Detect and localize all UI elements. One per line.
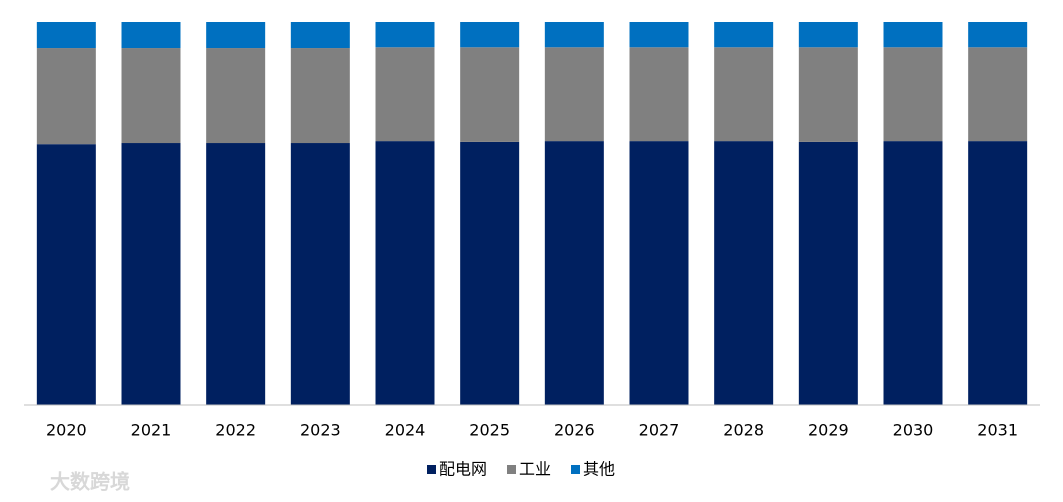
bar-segment (375, 141, 435, 405)
bar-segment (290, 143, 350, 405)
bar-segment (121, 22, 181, 49)
bar-segment (883, 47, 943, 142)
x-tick-label: 2030 (893, 421, 934, 440)
x-tick-label: 2031 (977, 421, 1018, 440)
bar-segment (968, 141, 1028, 405)
bar-segment (798, 47, 858, 142)
bar-segment (629, 141, 689, 405)
bar-segment (883, 22, 943, 48)
x-tick-label: 2020 (46, 421, 87, 440)
bar-segment (460, 47, 520, 142)
bar-segment (544, 141, 604, 405)
bar-segment (714, 141, 774, 405)
bar-segment (121, 143, 181, 405)
bar-segment (714, 22, 774, 48)
legend-swatch (427, 465, 436, 474)
bar-segment (206, 143, 266, 405)
bar-segment (968, 47, 1028, 142)
x-tick-label: 2021 (131, 421, 172, 440)
x-tick-label: 2022 (215, 421, 256, 440)
legend-swatch (507, 465, 516, 474)
x-tick-label: 2028 (723, 421, 764, 440)
bar-segment (714, 47, 774, 142)
bar-segment (629, 22, 689, 48)
bar-segment (460, 22, 520, 48)
bar-segment (290, 22, 350, 49)
bar-segment (36, 48, 96, 145)
bar-segment (460, 141, 520, 405)
bar-segment (544, 47, 604, 142)
x-tick-label: 2023 (300, 421, 341, 440)
bar-segment (375, 22, 435, 48)
x-tick-label: 2027 (639, 421, 680, 440)
bar-segment (798, 141, 858, 405)
bar-segment (206, 22, 266, 49)
x-tick-label: 2024 (385, 421, 426, 440)
bar-segment (206, 48, 266, 144)
bar-segment (121, 48, 181, 144)
legend-label: 其他 (583, 460, 615, 479)
bar-segment (629, 47, 689, 142)
x-tick-label: 2029 (808, 421, 849, 440)
watermark: 大数跨境 (50, 470, 130, 494)
x-tick-label: 2025 (469, 421, 510, 440)
bar-segment (375, 47, 435, 142)
legend-label: 配电网 (439, 460, 487, 479)
bar-segment (36, 22, 96, 49)
x-tick-label: 2026 (554, 421, 595, 440)
bar-segment (544, 22, 604, 48)
bar-segment (36, 144, 96, 405)
bar-segment (290, 48, 350, 144)
bar-segment (968, 22, 1028, 48)
bar-segment (798, 22, 858, 48)
legend-label: 工业 (519, 460, 551, 479)
legend-swatch (571, 465, 580, 474)
bar-segment (883, 141, 943, 405)
